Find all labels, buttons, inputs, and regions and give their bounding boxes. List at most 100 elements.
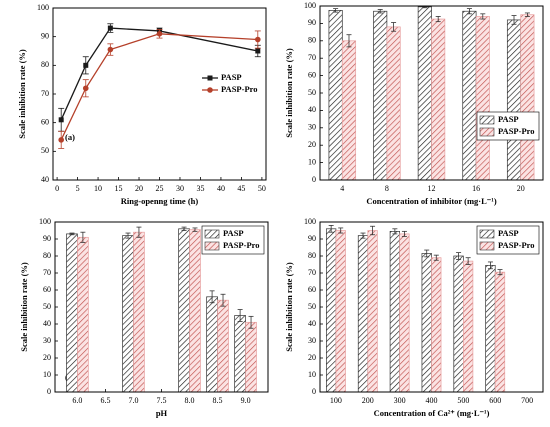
y-tick-label: 70 [308, 53, 316, 62]
bar [453, 255, 464, 393]
x-tick-label: 50 [258, 184, 266, 193]
legend-swatch [204, 241, 220, 251]
x-tick-label: 100 [330, 396, 342, 405]
legend: PASP PASP-Pro [202, 72, 258, 94]
legend-label: PASP [223, 228, 244, 238]
error-bar [435, 16, 441, 23]
y-tick-label: 0 [312, 387, 316, 396]
x-tick-label: 6.0 [72, 396, 82, 405]
error-bar [338, 227, 344, 234]
y-tick-label: 60 [308, 70, 316, 79]
bar [485, 265, 496, 393]
plot-frame [54, 221, 269, 393]
error-bar [424, 249, 430, 258]
legend-label: PASP [498, 114, 519, 124]
x-tick-label: 400 [426, 396, 438, 405]
error-bar [333, 8, 339, 13]
x-tick-label: 40 [217, 184, 225, 193]
y-tick-label: 50 [308, 88, 316, 97]
y-tick-label: 70 [43, 268, 51, 277]
legend-label: PASP-Pro [221, 84, 258, 94]
y-tick-label: 80 [41, 60, 49, 69]
marker [58, 137, 64, 143]
error-bar [497, 269, 503, 276]
error-bar [511, 15, 517, 25]
marker [255, 48, 261, 54]
marker [255, 36, 261, 43]
x-tick-label: 8.0 [185, 396, 195, 405]
bar [399, 233, 410, 393]
bar [133, 231, 145, 393]
x-tick-label: 8 [385, 184, 389, 193]
legend-swatch [479, 229, 495, 239]
legend-swatch [204, 229, 220, 239]
bar [431, 257, 442, 393]
x-tick-label: 7.5 [157, 396, 167, 405]
x-tick-label: 25 [156, 184, 164, 193]
error-bar [370, 225, 376, 236]
bar [66, 233, 78, 393]
bar [328, 9, 343, 181]
y-tick-label: 100 [37, 3, 49, 12]
x-axis-label: Ring-openng time (h) [121, 196, 199, 206]
plot-frame [319, 221, 544, 393]
error-bar [391, 22, 397, 32]
y-tick-label: 10 [43, 370, 51, 379]
x-tick-label: 8.5 [213, 396, 223, 405]
y-tick-label: 50 [308, 302, 316, 311]
bar [178, 228, 190, 393]
legend-label: PASP [221, 72, 242, 82]
bar [245, 321, 257, 393]
error-bar [466, 8, 472, 15]
y-tick-label: 90 [41, 31, 49, 40]
error-bar [487, 261, 493, 270]
error-bar [377, 9, 383, 14]
bar [421, 253, 432, 393]
legend-label: PASP-Pro [498, 240, 535, 250]
y-tick-label: 60 [308, 285, 316, 294]
x-tick-label: 9.0 [241, 396, 251, 405]
error-bar [192, 227, 198, 232]
y-tick-label: 80 [308, 36, 316, 45]
y-tick-label: 40 [308, 319, 316, 328]
legend: PASP PASP-Pro [476, 225, 540, 255]
x-tick-label: 35 [196, 184, 204, 193]
error-bar [237, 309, 243, 322]
marker [83, 62, 89, 68]
error-bar [80, 231, 86, 243]
x-tick-label: 6.5 [100, 396, 110, 405]
error-bar [360, 232, 366, 239]
y-tick-label: 80 [43, 251, 51, 260]
error-bar [220, 293, 226, 307]
x-tick-label: 45 [237, 184, 245, 193]
y-tick-label: 60 [43, 285, 51, 294]
bar [206, 296, 218, 393]
y-tick-label: 70 [308, 268, 316, 277]
bar [506, 19, 522, 181]
x-tick-label: 0 [55, 184, 59, 193]
bar [431, 18, 446, 181]
marker [82, 85, 89, 92]
bar [341, 40, 357, 181]
y-tick-label: 20 [308, 140, 316, 149]
legend: PASP PASP-Pro [476, 111, 540, 141]
y-tick-label: 30 [308, 336, 316, 345]
bar [494, 271, 506, 393]
x-axis-label: pH [156, 408, 168, 418]
legend-label: PASP [498, 228, 519, 238]
bar [520, 14, 535, 181]
bar [463, 260, 474, 393]
y-tick-label: 30 [43, 336, 51, 345]
marker [107, 25, 113, 31]
error-bar [480, 13, 486, 20]
bar [189, 229, 201, 393]
marker [58, 117, 64, 123]
y-tick-label: 40 [43, 319, 51, 328]
y-tick-label: 100 [304, 1, 316, 10]
panel-label: (a) [65, 132, 75, 142]
y-tick-label: 70 [41, 89, 49, 98]
error-bar [136, 226, 142, 238]
y-tick-label: 100 [304, 217, 316, 226]
error-bar [346, 34, 352, 48]
